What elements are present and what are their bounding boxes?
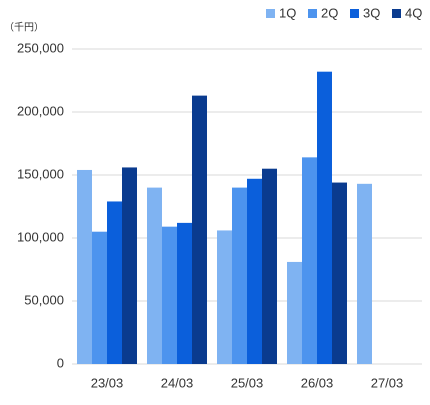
bar bbox=[332, 182, 347, 364]
bar bbox=[147, 187, 162, 364]
y-tick-label: 50,000 bbox=[24, 292, 64, 307]
x-tick-label: 27/03 bbox=[371, 375, 404, 390]
y-tick-label: 0 bbox=[57, 355, 64, 370]
unit-label: （千円） bbox=[4, 22, 44, 34]
bar bbox=[262, 168, 277, 364]
x-tick-label: 23/03 bbox=[91, 375, 124, 390]
bar bbox=[77, 169, 92, 364]
bar bbox=[177, 222, 192, 364]
bar bbox=[217, 230, 232, 364]
bar bbox=[192, 95, 207, 365]
legend-label: 3Q bbox=[363, 5, 380, 20]
bar bbox=[287, 261, 302, 364]
bar bbox=[247, 178, 262, 364]
bar bbox=[357, 183, 372, 364]
legend-swatch bbox=[308, 9, 317, 18]
legend-swatch bbox=[350, 9, 359, 18]
legend-label: 4Q bbox=[405, 5, 422, 20]
x-tick-label: 25/03 bbox=[231, 375, 264, 390]
bar bbox=[162, 226, 177, 364]
legend-swatch bbox=[392, 9, 401, 18]
y-tick-label: 200,000 bbox=[17, 103, 64, 118]
bar bbox=[232, 187, 247, 364]
bar bbox=[107, 201, 122, 364]
bar bbox=[92, 231, 107, 364]
bar bbox=[317, 71, 332, 365]
y-tick-label: 150,000 bbox=[17, 166, 64, 181]
legend-label: 2Q bbox=[321, 5, 338, 20]
bar bbox=[302, 157, 317, 364]
legend-label: 1Q bbox=[279, 5, 296, 20]
legend-swatch bbox=[266, 9, 275, 18]
x-tick-label: 24/03 bbox=[161, 375, 194, 390]
y-tick-label: 250,000 bbox=[17, 40, 64, 55]
x-tick-label: 26/03 bbox=[301, 375, 334, 390]
y-tick-label: 100,000 bbox=[17, 229, 64, 244]
bar bbox=[122, 167, 137, 364]
